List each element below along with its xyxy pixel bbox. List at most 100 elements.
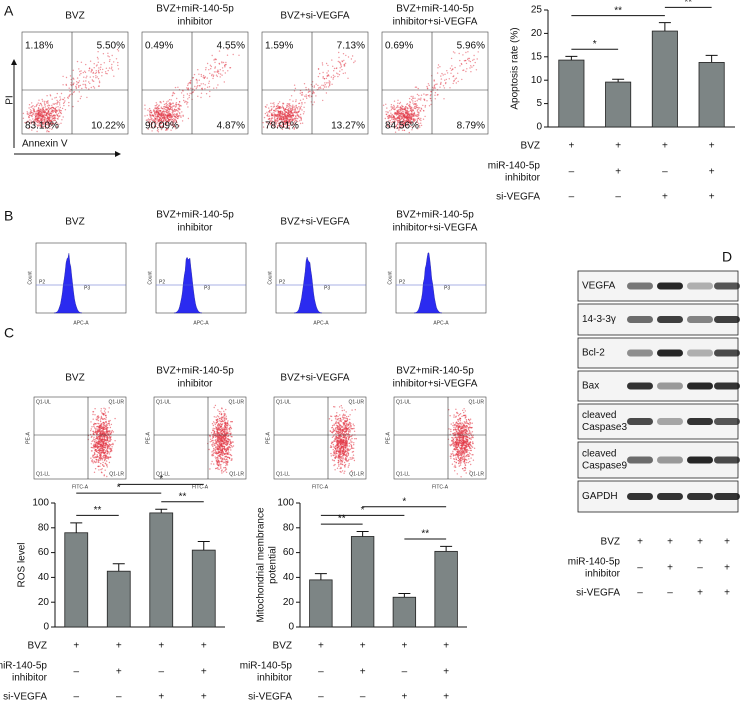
panel-title: BVZ+miR-140-5p	[156, 210, 234, 221]
event-dot	[455, 82, 457, 84]
event-dot	[104, 469, 106, 471]
event-dot	[225, 460, 227, 463]
event-dot	[215, 446, 217, 448]
event-dot	[32, 107, 34, 110]
event-dot	[163, 126, 165, 128]
event-dot	[85, 80, 87, 82]
event-dot	[147, 118, 150, 120]
event-dot	[154, 125, 156, 127]
event-dot	[407, 107, 409, 109]
event-dot	[101, 425, 103, 427]
event-dot	[168, 111, 171, 113]
event-dot	[225, 408, 227, 411]
event-dot	[217, 69, 219, 71]
event-dot	[293, 126, 296, 129]
event-dot	[46, 120, 48, 122]
event-dot	[57, 101, 59, 103]
event-dot	[226, 54, 229, 56]
event-dot	[67, 97, 69, 100]
event-dot	[92, 411, 94, 413]
event-dot	[347, 454, 349, 456]
event-dot	[213, 444, 216, 446]
event-dot	[160, 126, 163, 129]
event-dot	[424, 104, 427, 107]
panel-title: BVZ	[65, 217, 84, 228]
event-dot	[424, 106, 426, 108]
event-dot	[106, 73, 108, 75]
event-dot	[105, 455, 107, 457]
event-dot	[313, 86, 315, 89]
event-dot	[344, 424, 346, 426]
event-dot	[342, 443, 344, 446]
event-dot	[63, 101, 65, 104]
event-dot	[461, 468, 464, 470]
event-dot	[215, 416, 217, 418]
event-dot	[214, 456, 216, 458]
event-dot	[469, 67, 471, 69]
event-dot	[420, 119, 422, 122]
event-dot	[325, 92, 328, 94]
event-dot	[36, 130, 38, 133]
event-dot	[282, 103, 285, 105]
event-dot	[174, 110, 176, 113]
event-dot	[229, 432, 231, 435]
event-dot	[79, 70, 81, 73]
event-dot	[461, 78, 463, 81]
event-dot	[94, 461, 96, 463]
event-dot	[114, 417, 116, 420]
event-dot	[171, 115, 174, 117]
event-dot	[420, 108, 423, 110]
event-dot	[338, 455, 340, 458]
event-dot	[208, 69, 210, 71]
event-dot	[341, 60, 343, 62]
event-dot	[219, 456, 221, 458]
plot-frame	[21, 31, 129, 135]
event-dot	[397, 99, 399, 102]
event-dot	[223, 81, 225, 83]
event-dot	[351, 447, 353, 450]
event-dot	[339, 70, 341, 72]
event-dot	[98, 452, 100, 454]
event-dot	[228, 444, 231, 446]
event-dot	[347, 452, 349, 454]
quadrant-value: 4.87%	[217, 121, 245, 132]
quadrant-value: 4.55%	[217, 41, 245, 52]
event-dot	[335, 420, 337, 422]
event-dot	[457, 72, 459, 75]
event-dot	[341, 461, 343, 463]
event-dot	[57, 106, 59, 108]
event-dot	[108, 56, 110, 58]
event-dot	[400, 109, 402, 111]
event-dot	[412, 100, 414, 102]
event-dot	[345, 439, 347, 441]
event-dot	[337, 419, 339, 421]
event-dot	[279, 107, 281, 110]
axis-label: FITC-A	[192, 484, 209, 490]
event-dot	[100, 462, 102, 465]
event-dot	[295, 117, 297, 119]
event-dot	[436, 72, 439, 74]
event-dot	[386, 107, 388, 109]
event-dot	[165, 107, 167, 109]
event-dot	[339, 427, 342, 429]
event-dot	[216, 451, 218, 453]
event-dot	[40, 124, 42, 127]
quadrant-value: 5.96%	[457, 41, 485, 52]
event-dot	[338, 432, 340, 434]
event-dot	[343, 433, 345, 435]
event-dot	[229, 453, 231, 456]
event-dot	[148, 107, 151, 110]
event-dot	[41, 122, 43, 124]
event-dot	[333, 67, 336, 70]
event-dot	[165, 129, 167, 131]
event-dot	[173, 125, 175, 127]
event-dot	[56, 122, 58, 124]
event-dot	[471, 431, 474, 433]
event-dot	[225, 440, 227, 442]
event-dot	[76, 60, 79, 63]
event-dot	[47, 123, 50, 125]
event-dot	[51, 110, 54, 112]
event-dot	[186, 93, 189, 95]
event-dot	[289, 123, 291, 126]
event-dot	[217, 437, 219, 439]
